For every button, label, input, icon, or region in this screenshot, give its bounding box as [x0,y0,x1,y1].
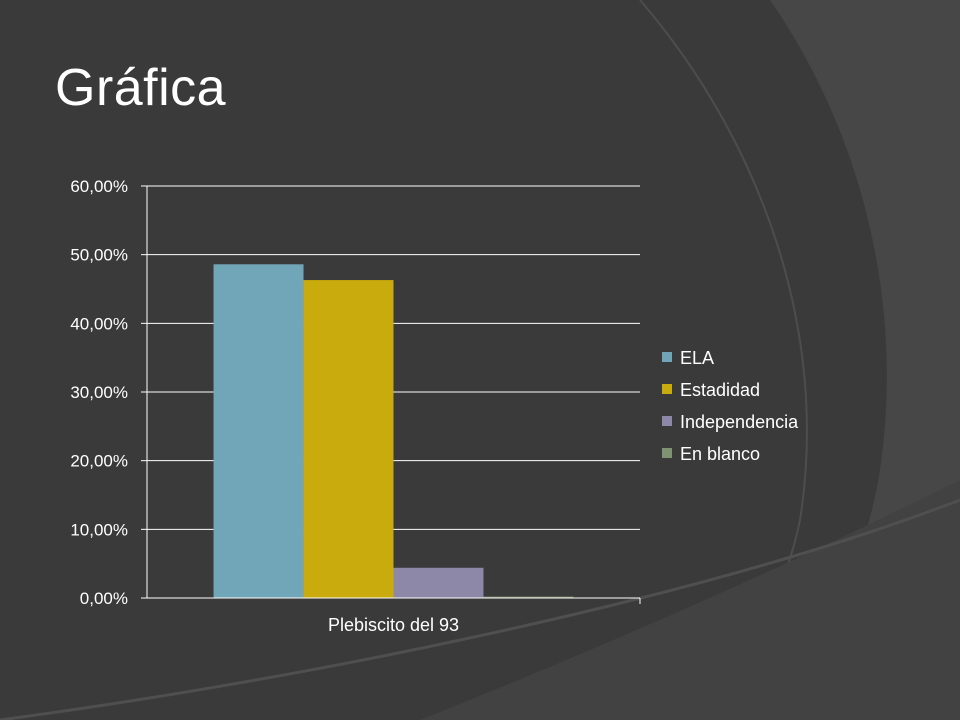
legend-label: En blanco [680,444,760,464]
y-tick-label: 20,00% [70,452,128,471]
legend-label: Estadidad [680,380,760,400]
y-axis-ticks: 0,00% 10,00% 20,00% 30,00% 40,00% 50,00% 60,00… [70,177,147,608]
legend-label: ELA [680,348,714,368]
x-category-label: Plebiscito del 93 [328,615,459,635]
legend-swatch [662,448,672,458]
bars [213,264,574,598]
decor-swoosh [420,480,960,720]
y-tick-label: 0,00% [80,589,128,608]
decor-swoosh-line [0,498,960,720]
bar-estadidad [303,280,394,598]
y-tick-label: 60,00% [70,177,128,196]
bar-ela [213,264,304,598]
legend-swatch [662,384,672,394]
legend: ELA Estadidad Independencia En blanco [662,348,799,464]
legend-swatch [662,352,672,362]
axes [146,186,641,604]
bar-en-blanco [483,596,574,598]
y-tick-label: 30,00% [70,383,128,402]
y-tick-label: 50,00% [70,246,128,265]
y-tick-label: 10,00% [70,520,128,539]
legend-swatch [662,416,672,426]
legend-label: Independencia [680,412,799,432]
x-axis-categories: Plebiscito del 93 [328,615,459,635]
slide-title: Gráfica [55,59,227,117]
bar-independencia [393,567,484,598]
y-tick-label: 40,00% [70,314,128,333]
